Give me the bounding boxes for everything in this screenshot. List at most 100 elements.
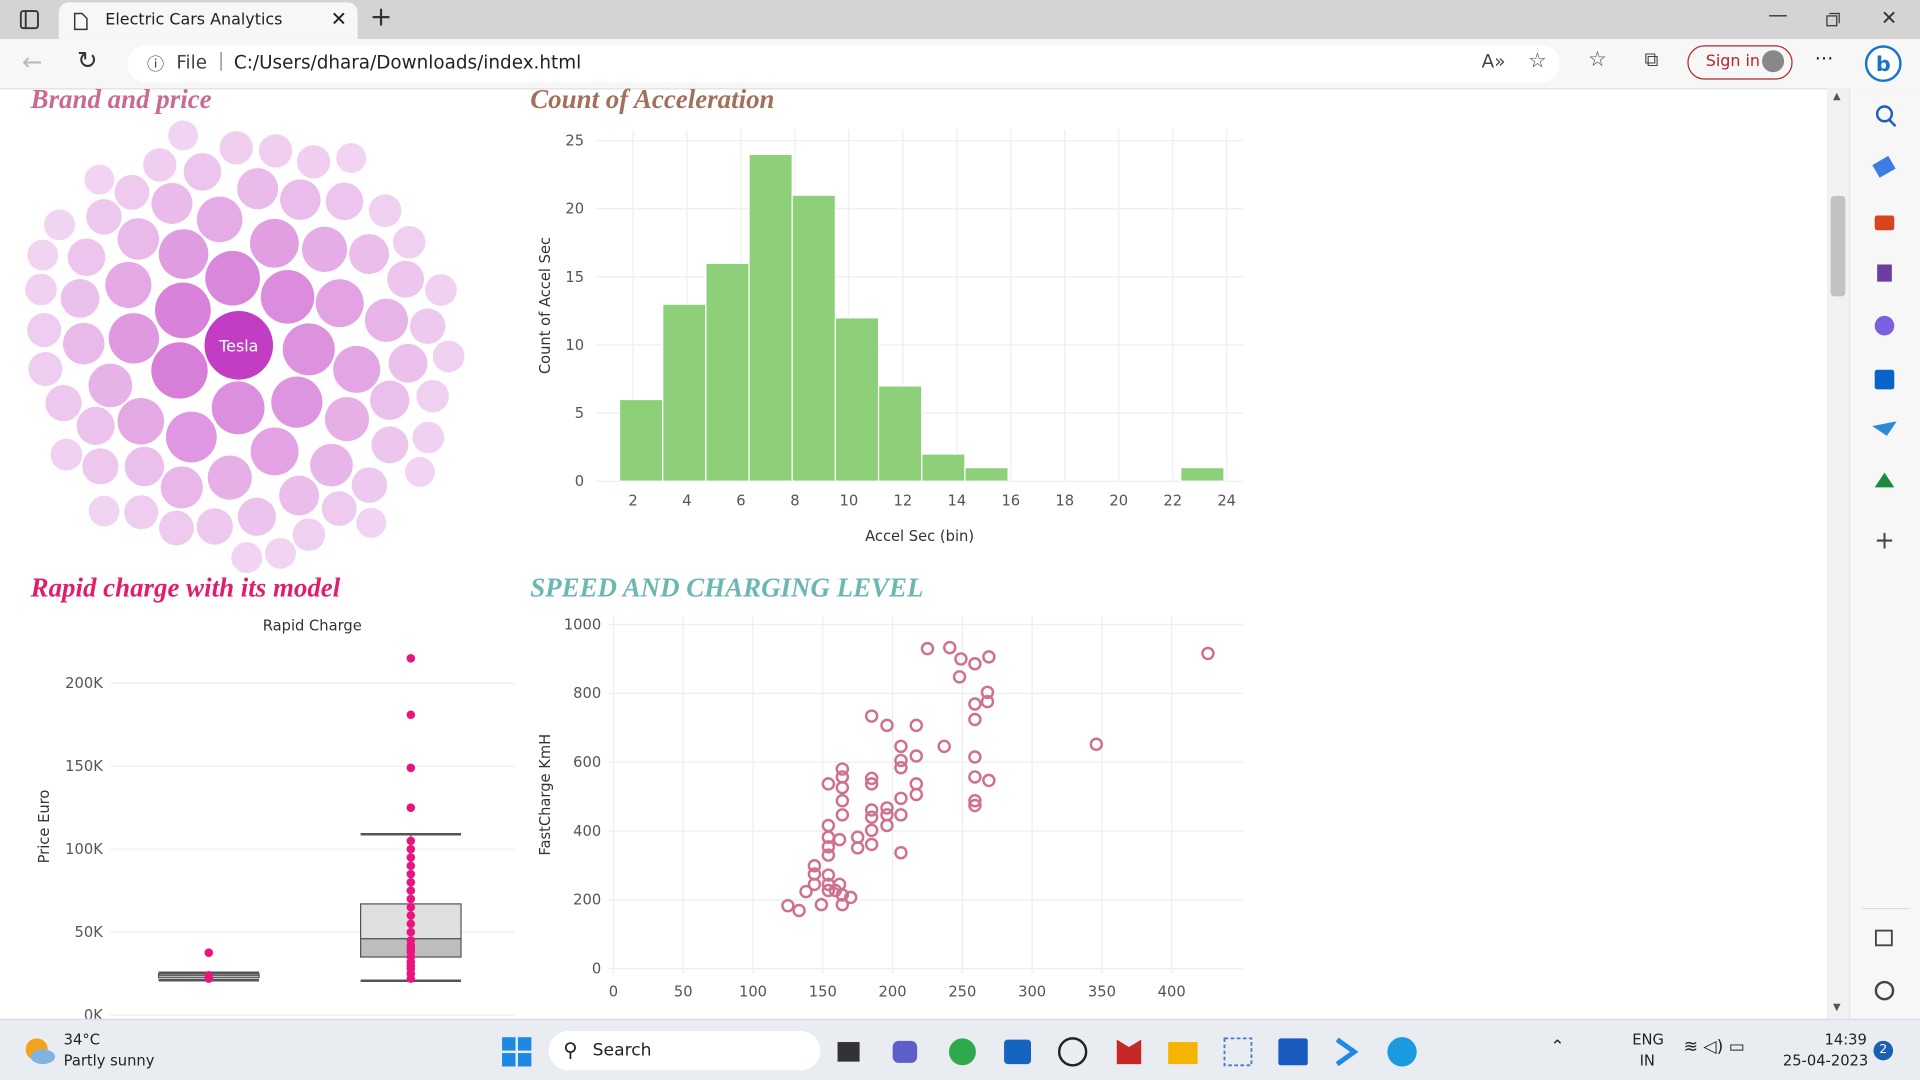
favorite[interactable]: ☆ — [1528, 48, 1547, 74]
data-point — [406, 911, 416, 920]
bubble — [324, 397, 370, 442]
y-tick-label: 400 — [573, 823, 601, 840]
scatter-point — [968, 793, 982, 808]
scatter-point — [821, 777, 836, 791]
minimize[interactable]: — — [1768, 2, 1788, 26]
scatter-point — [909, 787, 924, 802]
refresh[interactable]: ↻ — [77, 45, 98, 75]
weather-icon — [25, 1038, 56, 1065]
start[interactable] — [502, 1037, 532, 1067]
close-window[interactable]: ✕ — [1880, 6, 1898, 30]
bubble — [279, 475, 320, 516]
scatter-point — [952, 670, 967, 684]
tray-icons[interactable]: ≋ ◁) ▭ — [1683, 1037, 1746, 1057]
scatter-point — [968, 770, 982, 784]
histogram-bar — [618, 398, 664, 482]
data-point — [406, 654, 416, 663]
active-tab[interactable]: Electric Cars Analytics ✕ — [58, 2, 358, 40]
scatter-point — [864, 810, 879, 824]
bubble — [231, 542, 263, 574]
scatter-point — [864, 837, 879, 852]
search-box[interactable]: ⚲ Search — [548, 1031, 821, 1071]
data-point — [406, 763, 416, 773]
scatter-point — [968, 657, 982, 671]
scatter-point — [982, 650, 996, 664]
page-icon — [73, 12, 88, 31]
tab-actions-icon[interactable] — [19, 10, 40, 30]
bubble — [237, 497, 276, 536]
bubble — [143, 148, 177, 182]
scatter-point — [821, 840, 836, 854]
clock-date: 25-04-2023 — [1782, 1051, 1869, 1069]
x-tick-label: 16 — [1001, 493, 1020, 510]
bubble — [249, 218, 299, 268]
sign-in-button[interactable]: Sign in — [1687, 45, 1793, 80]
x-tick-label: 10 — [840, 493, 859, 510]
bubble — [392, 225, 426, 259]
bubble — [117, 218, 160, 260]
language: ENG — [1632, 1031, 1664, 1049]
bubble — [88, 495, 120, 527]
bubble — [321, 491, 357, 526]
svg-text:b: b — [1876, 52, 1891, 76]
scatter-point — [864, 709, 879, 723]
address-bar: ← ↻ ⓘ File | C:/Users/dhara/Downloads/in… — [0, 39, 1920, 90]
scatter-point — [894, 791, 908, 806]
search-icon: ⚲ — [563, 1038, 578, 1062]
x-tick-label: 350 — [1088, 984, 1116, 1001]
scatter-point — [968, 750, 982, 764]
scroll-up[interactable]: ▲ — [1833, 90, 1841, 102]
bubble — [282, 323, 335, 376]
y-tick-label: 5 — [575, 405, 584, 422]
scatter-point — [894, 845, 908, 860]
scrollbar[interactable]: ▲ ▼ — [1826, 88, 1849, 1019]
scatter-point — [894, 760, 908, 775]
bubble — [369, 380, 410, 420]
scatter-point — [821, 883, 836, 898]
restore[interactable] — [1826, 12, 1841, 27]
data-point — [406, 902, 416, 912]
scatter-point — [864, 803, 879, 817]
bubble — [364, 298, 409, 342]
tray-chevron[interactable]: ⌃ — [1550, 1037, 1565, 1057]
x-tick-label: 250 — [948, 984, 976, 1001]
y-axis-title: Price Euro — [36, 790, 53, 864]
scroll-thumb[interactable] — [1830, 195, 1846, 297]
bubble — [333, 345, 381, 393]
tab-close[interactable]: ✕ — [330, 7, 348, 31]
copilot-icon[interactable]: b — [1864, 44, 1903, 83]
menu[interactable]: ··· — [1814, 46, 1834, 70]
url-text: C:/Users/dhara/Downloads/index.html — [233, 51, 582, 74]
bubble — [205, 250, 260, 306]
back[interactable]: ← — [22, 46, 43, 76]
scatter-point — [954, 652, 968, 666]
notification-badge[interactable]: 2 — [1873, 1040, 1894, 1061]
favorites[interactable]: ☆ — [1588, 47, 1607, 73]
scatter-point — [880, 718, 894, 733]
bubble — [44, 209, 75, 241]
weather: Partly sunny — [63, 1051, 155, 1069]
data-point — [406, 974, 416, 983]
bubble — [159, 510, 194, 546]
new-tab[interactable]: + — [369, 2, 393, 34]
scatter-point — [982, 773, 996, 788]
y-tick-label: 800 — [573, 685, 601, 702]
collections[interactable]: ⧉ — [1644, 47, 1659, 72]
scroll-down[interactable]: ▼ — [1833, 1001, 1841, 1013]
url-field[interactable]: ⓘ File | C:/Users/dhara/Downloads/index.… — [127, 45, 1561, 83]
bubble — [404, 456, 435, 487]
region: IN — [1639, 1051, 1655, 1069]
chart-subtitle: Rapid Charge — [263, 618, 362, 635]
scatter-point — [894, 808, 908, 822]
pinned-apps[interactable] — [835, 1035, 1447, 1069]
x-tick-label: 20 — [1109, 493, 1128, 510]
read-aloud[interactable]: A» — [1481, 50, 1506, 73]
x-tick-label: 150 — [809, 984, 837, 1001]
scatter-point — [835, 808, 850, 822]
bubble — [76, 406, 115, 445]
scatter-point — [850, 830, 865, 844]
separator: | — [217, 48, 225, 72]
y-tick-label: 0 — [592, 961, 601, 978]
bubble — [62, 322, 105, 365]
scatter-point — [937, 739, 951, 754]
